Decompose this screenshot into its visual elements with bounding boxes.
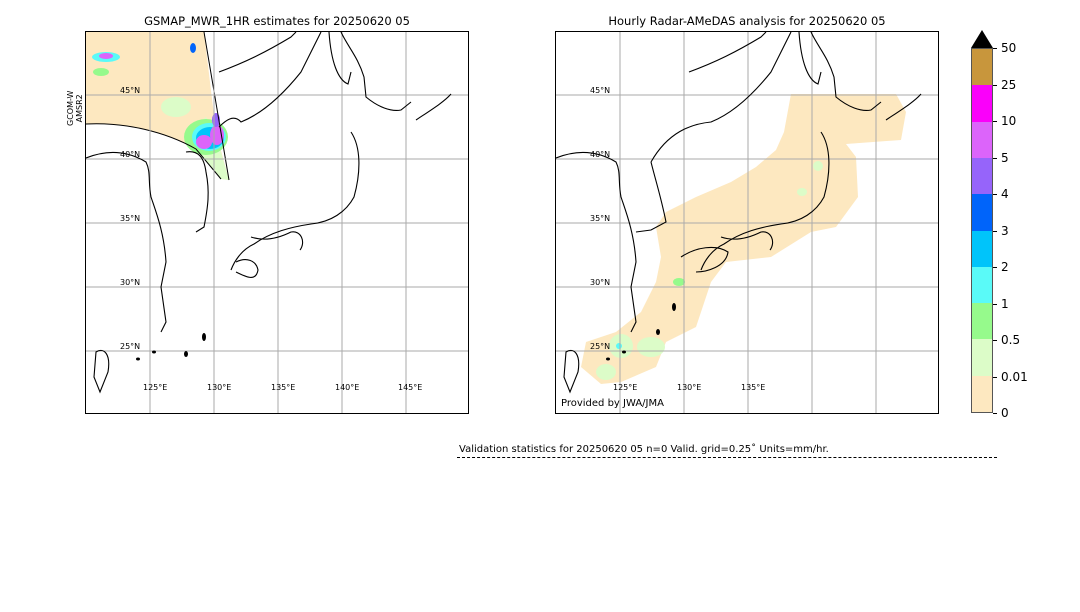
- lat-label-45: 45°N: [120, 86, 141, 95]
- colorbar-seg-8: [972, 85, 992, 122]
- lat-label-30: 30°N: [120, 278, 141, 287]
- lon-label-135: 135°E: [271, 383, 296, 392]
- colorbar-tick: [993, 267, 997, 268]
- colorbar: [971, 48, 993, 413]
- lon-label-135: 135°E: [741, 383, 766, 392]
- lon-label-130: 130°E: [677, 383, 702, 392]
- colorbar-tick: [993, 85, 997, 86]
- colorbar-label-2: 0.5: [1001, 333, 1021, 347]
- left-map: 45°N 40°N 35°N 30°N 25°N 125°E 130°E 135…: [85, 31, 469, 414]
- colorbar-tick: [993, 377, 997, 378]
- left-map-canvas: [86, 32, 468, 413]
- lon-label-130: 130°E: [207, 383, 232, 392]
- validation-divider: [457, 457, 997, 458]
- lat-label-30: 30°N: [590, 278, 611, 287]
- colorbar-label-0: 0: [1001, 406, 1009, 420]
- lon-label-125: 125°E: [143, 383, 168, 392]
- colorbar-seg-6: [972, 157, 992, 195]
- left-panel-title: GSMAP_MWR_1HR estimates for 20250620 05: [144, 14, 410, 28]
- colorbar-seg-4: [972, 230, 992, 267]
- lat-label-25: 25°N: [590, 342, 611, 351]
- lat-label-25: 25°N: [120, 342, 141, 351]
- right-panel-title: Hourly Radar-AMeDAS analysis for 2025062…: [608, 14, 886, 28]
- colorbar-tick: [993, 304, 997, 305]
- colorbar-label-1: 0.01: [1001, 370, 1028, 384]
- colorbar-tick: [993, 340, 997, 341]
- right-map: 45°N 40°N 35°N 30°N 25°N 125°E 130°E 135…: [555, 31, 939, 414]
- lat-label-35: 35°N: [120, 214, 141, 223]
- colorbar-tick: [993, 121, 997, 122]
- data-credit: Provided by JWA/JMA: [561, 398, 664, 409]
- lat-label-40: 40°N: [590, 150, 611, 159]
- lon-label-125: 125°E: [613, 383, 638, 392]
- colorbar-label-6: 4: [1001, 187, 1009, 201]
- colorbar-label-9: 25: [1001, 78, 1017, 92]
- colorbar-tick: [993, 231, 997, 232]
- colorbar-tick: [993, 413, 997, 414]
- satellite-label: GCOM-W AMSR2: [66, 91, 84, 126]
- colorbar-label-3: 1: [1001, 297, 1009, 311]
- colorbar-label-7: 5: [1001, 151, 1009, 165]
- colorbar-seg-0: [972, 375, 992, 412]
- lat-label-45: 45°N: [590, 86, 611, 95]
- colorbar-tick: [993, 158, 997, 159]
- colorbar-label-5: 3: [1001, 224, 1009, 238]
- colorbar-tick: [993, 48, 997, 49]
- lon-label-145: 145°E: [398, 383, 423, 392]
- radar-coverage: [581, 94, 906, 384]
- colorbar-seg-9: [972, 49, 992, 86]
- satellite-label-line2: AMSR2: [75, 94, 84, 123]
- validation-statistics: Validation statistics for 20250620 05 n=…: [459, 444, 829, 455]
- colorbar-seg-1: [972, 339, 992, 376]
- satellite-label-line1: GCOM-W: [66, 90, 75, 126]
- colorbar-extend-arrow: [971, 30, 993, 48]
- colorbar-seg-7: [972, 121, 992, 158]
- right-map-canvas: [556, 32, 938, 413]
- colorbar-label-10: 50: [1001, 41, 1017, 55]
- lat-label-40: 40°N: [120, 150, 141, 159]
- colorbar-seg-5: [972, 194, 992, 231]
- colorbar-seg-3: [972, 266, 992, 304]
- colorbar-label-4: 2: [1001, 260, 1009, 274]
- colorbar-tick: [993, 194, 997, 195]
- colorbar-label-8: 10: [1001, 114, 1017, 128]
- lon-label-140: 140°E: [335, 383, 360, 392]
- colorbar-seg-2: [972, 303, 992, 340]
- lat-label-35: 35°N: [590, 214, 611, 223]
